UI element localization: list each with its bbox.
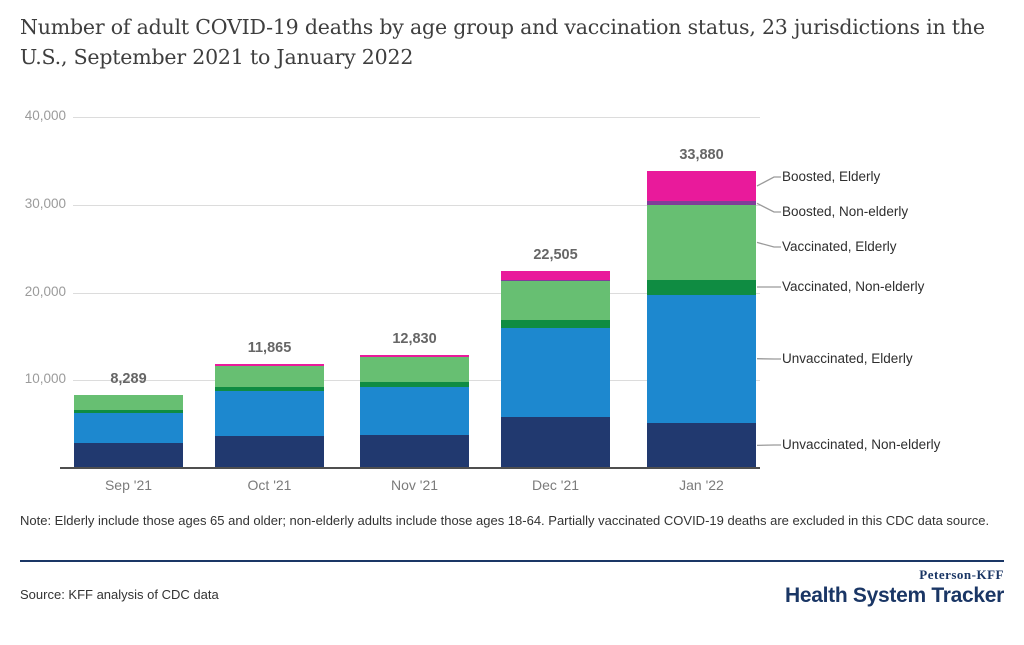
bar-segment — [215, 386, 324, 391]
bar-segment — [501, 270, 610, 280]
connector-line — [756, 202, 781, 213]
bar-segment — [647, 170, 756, 202]
legend-label: Vaccinated, Non-elderly — [782, 279, 925, 294]
bar-segment — [647, 205, 756, 280]
bar-segment — [215, 435, 324, 468]
bar-segment — [360, 381, 469, 387]
logo: Peterson-KFF Health System Tracker — [785, 567, 1004, 608]
bar-segment — [74, 410, 183, 413]
bar-segment — [647, 422, 756, 468]
bar-total-label: 22,505 — [533, 246, 578, 263]
legend-label: Unvaccinated, Elderly — [782, 351, 913, 366]
bar-segment — [215, 365, 324, 387]
legend-label: Vaccinated, Elderly — [782, 239, 897, 254]
x-axis-line — [60, 467, 760, 469]
chart-title: Number of adult COVID-19 deaths by age g… — [20, 15, 985, 69]
bar-segment — [501, 327, 610, 417]
bar-segment — [360, 355, 469, 357]
bar-segment — [215, 390, 324, 436]
x-tick-label: Sep '21 — [104, 477, 153, 493]
legend-label: Boosted, Elderly — [782, 169, 881, 184]
bar-segment — [501, 416, 610, 468]
bar-total-label: 12,830 — [392, 331, 437, 348]
logo-peterson-kff: Peterson-KFF — [919, 567, 1004, 582]
bar-total-label: 11,865 — [247, 339, 292, 356]
bar-total-label: 33,880 — [679, 146, 724, 163]
bar-segment — [215, 363, 324, 366]
bar-segment — [360, 386, 469, 435]
x-tick-label: Dec '21 — [531, 477, 580, 493]
gridline — [73, 204, 760, 206]
bar-segment — [360, 356, 469, 382]
bar-segment — [501, 319, 610, 328]
legend-label: Boosted, Non-elderly — [782, 204, 909, 219]
legend-label: Unvaccinated, Non-elderly — [782, 437, 941, 452]
bar-segment — [74, 412, 183, 443]
bar-segment — [360, 434, 469, 468]
bar-segment — [647, 201, 756, 206]
x-tick-label: Nov '21 — [390, 477, 439, 493]
connector-line — [756, 176, 781, 187]
connector-line — [756, 241, 781, 248]
y-tick-label: 10,000 — [24, 371, 66, 387]
bar-segment — [501, 279, 610, 281]
y-tick-label: 20,000 — [24, 283, 66, 299]
bar-segment — [74, 395, 183, 411]
footnote: Note: Elderly include those ages 65 and … — [20, 513, 990, 528]
source-text: Source: KFF analysis of CDC data — [20, 587, 219, 602]
gridline — [73, 117, 760, 118]
bar-segment — [74, 442, 183, 468]
logo-health-system-tracker: Health System Tracker — [785, 584, 1004, 607]
y-tick-label: 40,000 — [24, 108, 66, 123]
y-tick-label: 30,000 — [24, 195, 66, 211]
divider-line — [20, 560, 1004, 562]
bar-segment — [647, 279, 756, 295]
x-tick-label: Jan '22 — [679, 477, 724, 493]
x-tick-label: Oct '21 — [247, 477, 292, 493]
bar-segment — [501, 280, 610, 320]
bar-segment — [647, 294, 756, 423]
bar-total-label: 8,289 — [110, 371, 147, 388]
gridline — [73, 292, 760, 294]
